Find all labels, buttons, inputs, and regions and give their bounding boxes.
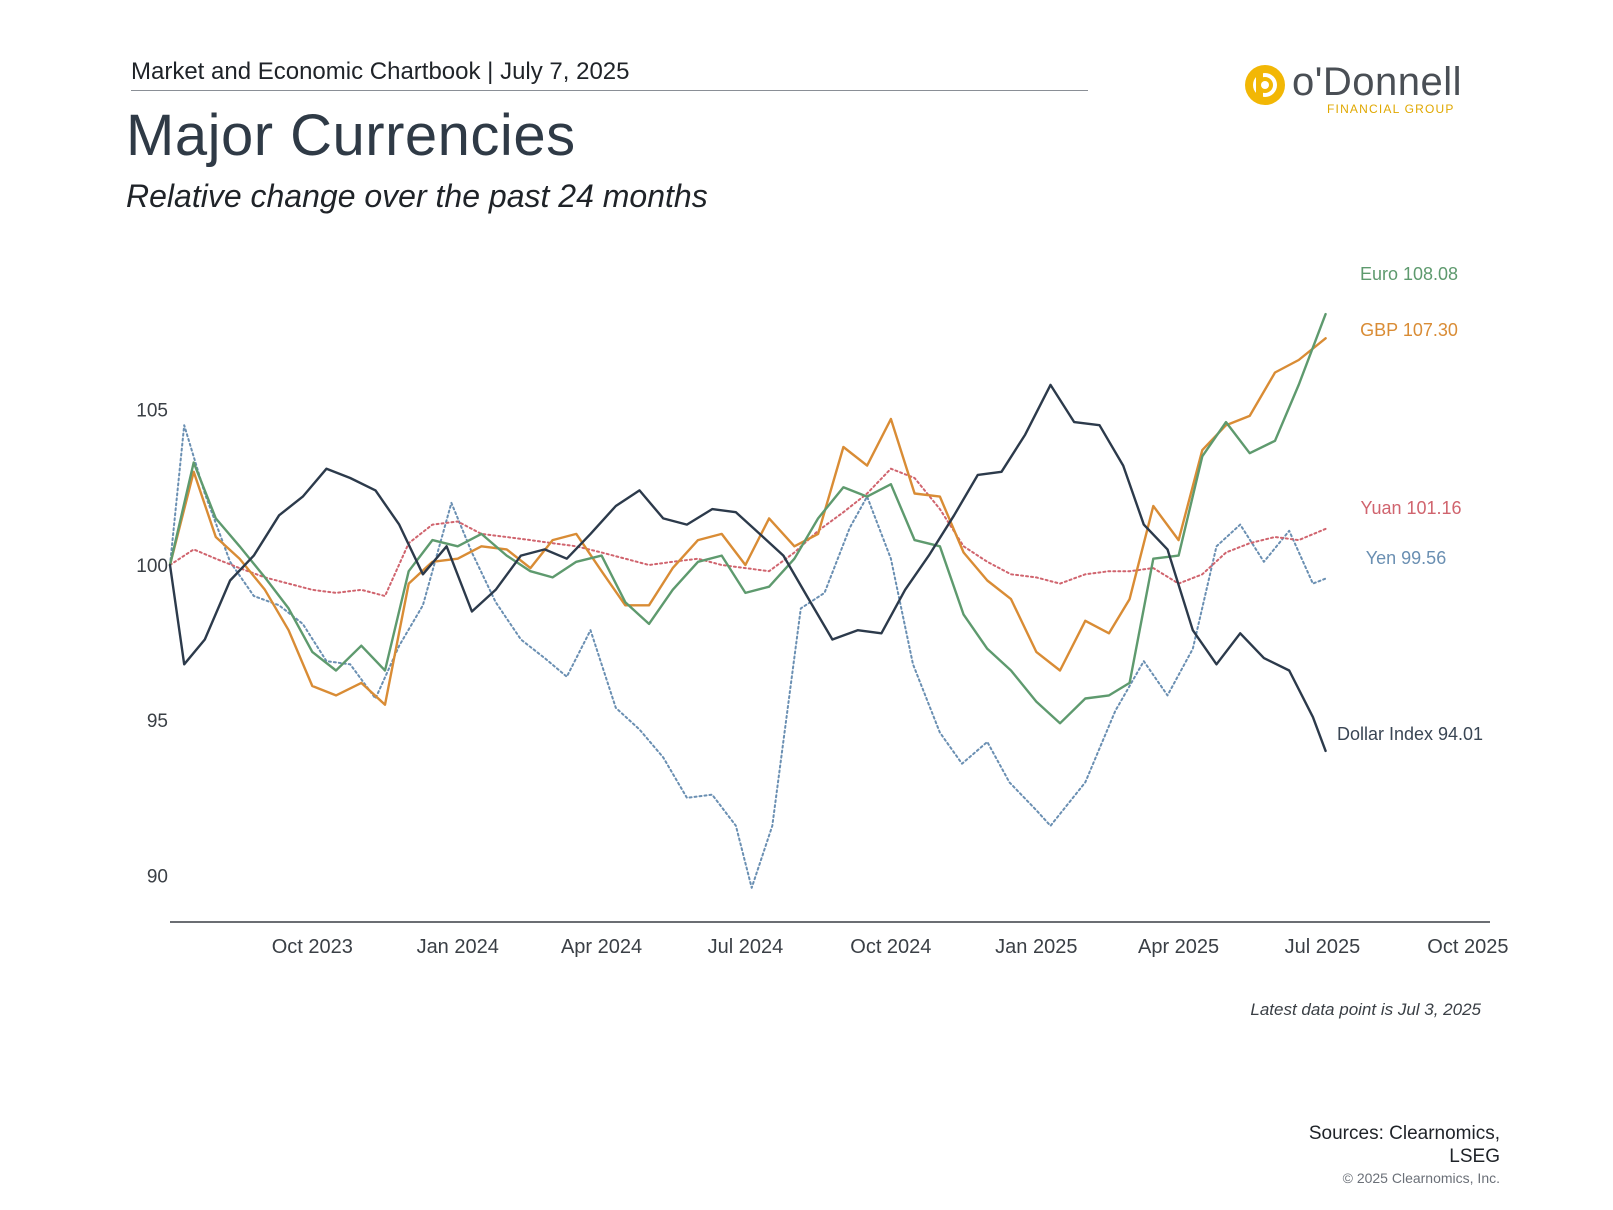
y-axis-ticks: 90 95 100 105	[136, 401, 168, 888]
series-line-yuan	[169, 467, 1327, 597]
series-line-euro	[168, 312, 1327, 725]
x-tick-label: Jan 2024	[417, 936, 499, 958]
logo-wordmark: o'Donnell	[1292, 60, 1463, 104]
series-line-dollar	[168, 383, 1327, 753]
x-tick-label: Oct 2023	[272, 936, 353, 958]
y-tick-label: 90	[147, 866, 168, 887]
logo-ring-icon	[1245, 65, 1285, 105]
logo-tagline: FINANCIAL GROUP	[1327, 102, 1455, 116]
y-tick-label: 100	[136, 556, 168, 577]
end-label-euro: Euro 108.08	[1360, 264, 1458, 284]
x-tick-label: Jan 2025	[995, 936, 1077, 958]
end-label-dollar: Dollar Index 94.01	[1337, 724, 1483, 744]
x-tick-label: Apr 2024	[561, 936, 642, 958]
latest-data-note: Latest data point is Jul 3, 2025	[1250, 1000, 1481, 1019]
x-axis-ticks: Oct 2023 Jan 2024 Apr 2024 Jul 2024 Oct 2024…	[272, 936, 1509, 958]
y-tick-label: 105	[136, 401, 168, 422]
x-tick-label: Oct 2024	[850, 936, 931, 958]
series-lines	[168, 312, 1327, 889]
page-subtitle: Relative change over the past 24 months	[126, 178, 708, 214]
x-tick-label: Jul 2024	[708, 936, 784, 958]
series-end-labels: Euro 108.08 GBP 107.30 Yuan 101.16 Yen 99.5…	[1337, 264, 1483, 744]
company-logo: o'Donnell FINANCIAL GROUP	[1242, 60, 1482, 120]
x-tick-label: Apr 2025	[1138, 936, 1219, 958]
copyright: © 2025 Clearnomics, Inc.	[1342, 1170, 1500, 1186]
series-line-yen	[169, 424, 1327, 889]
x-tick-label: Oct 2025	[1427, 936, 1508, 958]
x-tick-label: Jul 2025	[1285, 936, 1361, 958]
page-title: Major Currencies	[126, 103, 576, 168]
end-label-gbp: GBP 107.30	[1360, 320, 1458, 340]
sources-line-2: LSEG	[1449, 1146, 1500, 1167]
end-label-yuan: Yuan 101.16	[1360, 498, 1461, 518]
end-label-yen: Yen 99.56	[1366, 548, 1446, 568]
sources: Sources: Clearnomics, LSEG	[1240, 1122, 1500, 1168]
y-tick-label: 95	[147, 711, 168, 732]
sources-line-1: Sources: Clearnomics,	[1308, 1123, 1500, 1144]
header-divider	[131, 90, 1088, 91]
chartbook-header: Market and Economic Chartbook | July 7, …	[131, 58, 630, 85]
series-line-gbp	[168, 337, 1327, 706]
